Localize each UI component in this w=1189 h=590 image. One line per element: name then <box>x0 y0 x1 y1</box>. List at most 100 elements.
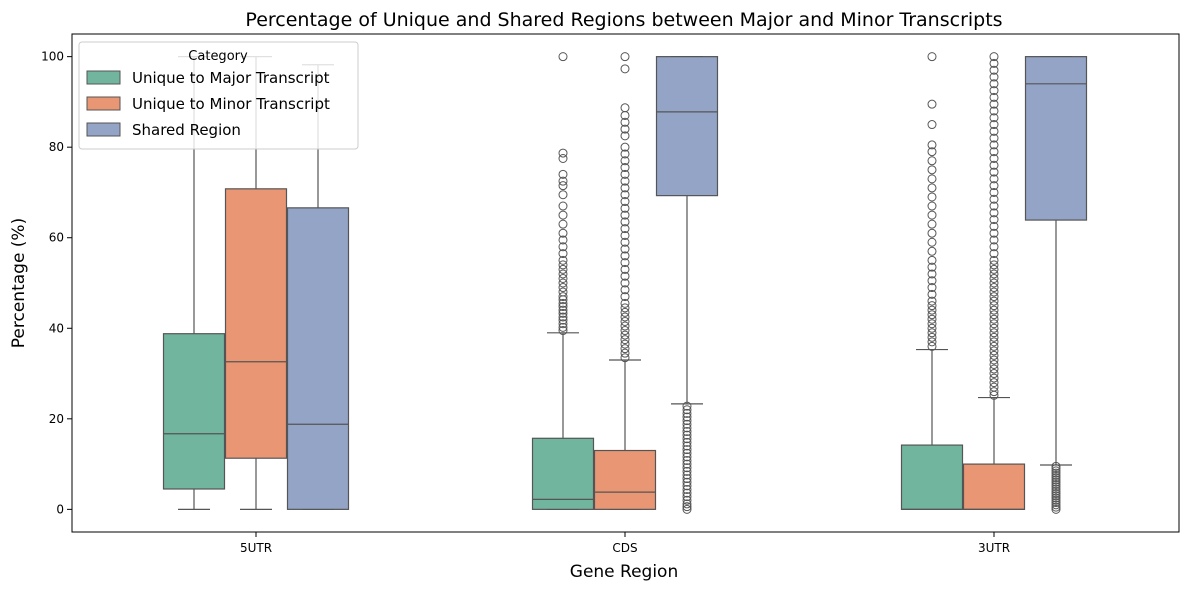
outlier-point <box>989 99 999 109</box>
box-cds-unique-to-minor-transcript <box>593 52 657 510</box>
outlier-point <box>1051 484 1061 494</box>
outlier-point <box>927 156 937 166</box>
outlier-point <box>620 131 630 141</box>
outlier-point <box>682 419 692 429</box>
box-iqr <box>224 188 288 459</box>
outlier-point <box>1051 479 1061 489</box>
outlier-point <box>620 278 630 288</box>
outlier-point <box>682 463 692 473</box>
box-iqr <box>593 449 657 510</box>
outlier-point <box>989 278 999 288</box>
legend-swatch <box>86 122 121 137</box>
outlier-point <box>682 452 692 462</box>
box-iqr <box>962 463 1026 510</box>
outlier-point <box>620 303 630 313</box>
outlier-point <box>558 181 568 191</box>
box-iqr <box>1024 56 1088 221</box>
outlier-point <box>682 477 692 487</box>
outlier-point <box>682 459 692 469</box>
outlier-point <box>682 470 692 480</box>
outlier-point <box>927 328 937 338</box>
outlier-point <box>620 316 630 326</box>
outlier-point <box>620 237 630 247</box>
outlier-point <box>927 174 937 184</box>
outlier-point <box>927 319 937 329</box>
outlier-point <box>682 437 692 447</box>
outlier-point <box>558 298 568 308</box>
outlier-point <box>1051 470 1061 480</box>
outlier-point <box>989 154 999 163</box>
outlier-point <box>989 373 999 383</box>
outlier-point <box>682 423 692 433</box>
outlier-point <box>989 269 999 279</box>
outlier-point <box>989 378 999 388</box>
chart-title: Percentage of Unique and Shared Regions … <box>245 9 1002 31</box>
outlier-point <box>558 148 568 158</box>
outlier-point <box>989 387 999 397</box>
outlier-point <box>989 350 999 360</box>
outlier-point <box>620 117 630 127</box>
outlier-point <box>927 314 937 324</box>
outlier-point <box>1051 461 1061 471</box>
outlier-point <box>682 481 692 491</box>
outlier-point <box>927 120 937 130</box>
outlier-point <box>620 163 630 173</box>
outlier-point <box>927 310 937 320</box>
outlier-point <box>989 332 999 342</box>
outlier-point <box>989 310 999 320</box>
outlier-point <box>620 285 630 295</box>
outlier-point <box>558 326 568 336</box>
outlier-point <box>1051 500 1061 510</box>
outlier-point <box>558 190 568 200</box>
outlier-point <box>620 271 630 281</box>
box-5utr-unique-to-major-transcript <box>162 56 226 510</box>
outlier-point <box>682 455 692 465</box>
outlier-point <box>620 353 630 363</box>
legend-box <box>78 41 359 150</box>
outlier-point <box>620 210 630 220</box>
outlier-point <box>989 160 999 170</box>
outlier-point <box>989 79 999 89</box>
outlier-point <box>558 302 568 312</box>
outlier-point <box>558 273 568 283</box>
outlier-point <box>682 499 692 509</box>
outlier-point <box>620 339 630 349</box>
outlier-point <box>989 228 999 238</box>
axes: 0 20 40 60 80 100 5UTR CDS 3UTR <box>41 50 1010 555</box>
outlier-point <box>558 176 568 186</box>
outlier-point <box>620 217 630 227</box>
outlier-point <box>558 201 568 211</box>
outlier-point <box>620 335 630 345</box>
outlier-point <box>558 52 568 62</box>
outlier-point <box>682 495 692 505</box>
outlier-point <box>620 149 630 159</box>
outlier-point <box>620 344 630 354</box>
outlier-point <box>1051 482 1061 492</box>
outlier-point <box>558 292 568 302</box>
outlier-point <box>1051 491 1061 501</box>
outlier-point <box>989 314 999 324</box>
outlier-point <box>989 255 999 265</box>
outlier-point <box>620 330 630 340</box>
legend-entry-label: Unique to Minor Transcript <box>132 95 330 113</box>
outlier-point <box>682 488 692 498</box>
box-iqr <box>900 444 964 510</box>
outlier-point <box>558 287 568 297</box>
outlier-point <box>558 219 568 229</box>
outlier-point <box>558 269 568 279</box>
outlier-point <box>1051 502 1061 512</box>
outlier-point <box>927 341 937 351</box>
y-tick-label: 60 <box>49 231 64 245</box>
outlier-point <box>620 169 630 179</box>
outlier-point <box>558 249 568 259</box>
outlier-point <box>620 203 630 213</box>
outlier-point <box>620 244 630 254</box>
outlier-point <box>558 283 568 293</box>
y-tick-label: 0 <box>56 502 64 516</box>
box-5utr-unique-to-minor-transcript <box>224 56 288 510</box>
outlier-point <box>682 445 692 455</box>
outlier-point <box>989 215 999 225</box>
outlier-point <box>989 346 999 356</box>
outlier-point <box>682 504 692 514</box>
